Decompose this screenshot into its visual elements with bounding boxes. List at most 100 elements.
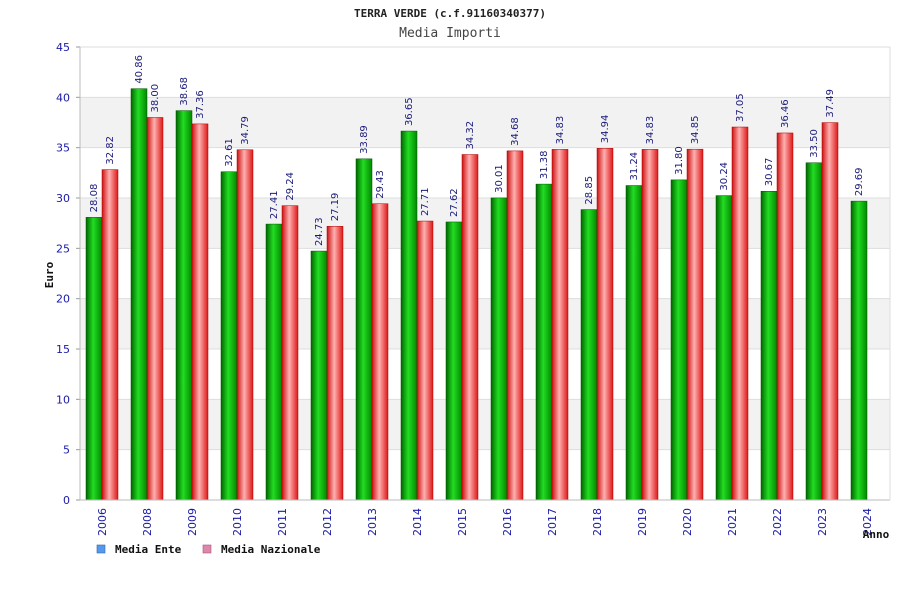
bar-media-ente-2008 <box>130 88 148 501</box>
grid-band <box>80 147 890 198</box>
data-label-media-ente-2020: 31.80 <box>674 146 685 175</box>
bar-media-nazionale-2014 <box>416 220 434 501</box>
data-label-media-ente-2018: 28.85 <box>584 176 595 205</box>
grid-band <box>80 97 890 148</box>
data-label-media-nazionale-2018: 34.94 <box>600 115 611 144</box>
data-label-media-nazionale-2022: 36.46 <box>780 99 791 128</box>
chart-subtitle: Media Importi <box>399 26 501 41</box>
x-tick-label: 2010 <box>231 508 244 536</box>
data-label-media-ente-2022: 30.67 <box>764 158 775 187</box>
bar-media-ente-2009 <box>175 110 193 501</box>
legend: Media Ente Media Nazionale <box>96 543 321 556</box>
bar-media-ente-2022 <box>760 191 778 501</box>
data-label-media-ente-2021: 30.24 <box>719 162 730 191</box>
bar-media-nazionale-2020 <box>686 148 704 501</box>
bar-media-ente-2010 <box>220 171 238 501</box>
data-label-media-ente-2014: 36.65 <box>404 97 415 126</box>
grid-band <box>80 248 890 299</box>
data-label-media-nazionale-2021: 37.05 <box>735 93 746 122</box>
y-tick-label: 5 <box>63 444 70 457</box>
bar-media-nazionale-2018 <box>596 148 614 501</box>
y-tick-label: 45 <box>56 41 70 54</box>
data-label-media-ente-2024: 29.69 <box>854 167 865 196</box>
legend-swatch-media-nazionale <box>202 544 212 554</box>
y-tick-label: 15 <box>56 343 70 356</box>
data-label-media-ente-2023: 33.50 <box>809 129 820 158</box>
data-label-media-ente-2011: 27.41 <box>269 190 280 219</box>
y-tick-labels: 0 5 10 15 20 25 30 35 40 45 <box>56 41 70 507</box>
x-tick-label: 2012 <box>321 508 334 536</box>
grid-band <box>80 399 890 450</box>
bar-media-ente-2017 <box>535 183 553 501</box>
x-tick-label: 2008 <box>141 508 154 536</box>
x-tick-label: 2017 <box>546 508 559 536</box>
data-label-media-nazionale-2014: 27.71 <box>420 187 431 216</box>
x-tick-label: 2024 <box>861 508 874 536</box>
y-tick-label: 35 <box>56 142 70 155</box>
y-axis-label: Euro <box>43 261 56 288</box>
bar-media-ente-2006 <box>85 217 103 501</box>
bar-media-ente-2015 <box>445 221 463 501</box>
bar-media-ente-2018 <box>580 209 598 501</box>
grid-band <box>80 349 890 400</box>
x-tick-label: 2016 <box>501 508 514 536</box>
y-tick-label: 30 <box>56 192 70 205</box>
data-label-media-nazionale-2011: 29.24 <box>285 172 296 201</box>
grid-band <box>80 449 890 500</box>
x-tick-label: 2006 <box>96 508 109 536</box>
bars <box>85 88 868 501</box>
bar-media-ente-2021 <box>715 195 733 501</box>
x-tick-label: 2013 <box>366 508 379 536</box>
bar-media-nazionale-2010 <box>236 149 254 501</box>
data-label-media-ente-2012: 24.73 <box>314 217 325 246</box>
bar-media-nazionale-2019 <box>641 149 659 501</box>
x-tick-label: 2020 <box>681 508 694 536</box>
x-tick-label: 2019 <box>636 508 649 536</box>
x-tick-label: 2015 <box>456 508 469 536</box>
data-label-media-ente-2008: 40.86 <box>134 55 145 84</box>
data-label-media-nazionale-2006: 32.82 <box>105 136 116 165</box>
bar-media-ente-2013 <box>355 158 373 501</box>
legend-label-media-ente: Media Ente <box>115 543 182 556</box>
y-tick-label: 20 <box>56 293 70 306</box>
data-label-media-nazionale-2010: 34.79 <box>240 116 251 145</box>
y-tick-label: 0 <box>63 494 70 507</box>
data-label-media-nazionale-2015: 34.32 <box>465 121 476 150</box>
bar-media-nazionale-2008 <box>146 117 164 501</box>
data-label-media-ente-2017: 31.38 <box>539 150 550 179</box>
legend-swatch-media-ente <box>96 544 106 554</box>
grid-band <box>80 198 890 249</box>
x-tick-label: 2023 <box>816 508 829 536</box>
bar-media-nazionale-2015 <box>461 154 479 501</box>
data-labels: 28.08 32.82 40.86 38.00 38.68 37.36 32.61 34.79… <box>89 55 865 246</box>
data-label-media-nazionale-2013: 29.43 <box>375 170 386 199</box>
bar-media-nazionale-2021 <box>731 126 749 501</box>
x-tick-label: 2021 <box>726 508 739 536</box>
data-label-media-nazionale-2020: 34.85 <box>690 116 701 145</box>
bar-media-ente-2020 <box>670 179 688 501</box>
bar-media-ente-2023 <box>805 162 823 501</box>
bar-media-nazionale-2006 <box>101 169 119 501</box>
bar-media-nazionale-2009 <box>191 123 209 501</box>
x-tick-label: 2018 <box>591 508 604 536</box>
data-label-media-nazionale-2019: 34.83 <box>645 116 656 145</box>
bar-media-ente-2024 <box>850 200 868 501</box>
data-label-media-nazionale-2012: 27.19 <box>330 193 341 222</box>
data-label-media-ente-2009: 38.68 <box>179 77 190 106</box>
data-label-media-nazionale-2008: 38.00 <box>150 84 161 113</box>
bar-media-nazionale-2012 <box>326 226 344 501</box>
data-label-media-ente-2006: 28.08 <box>89 184 100 213</box>
data-label-media-ente-2019: 31.24 <box>629 152 640 181</box>
y-tick-label: 25 <box>56 242 70 255</box>
legend-label-media-nazionale: Media Nazionale <box>221 543 321 556</box>
x-tick-label: 2009 <box>186 508 199 536</box>
gridlines <box>76 46 890 501</box>
data-label-media-nazionale-2017: 34.83 <box>555 116 566 145</box>
bar-media-nazionale-2013 <box>371 203 389 501</box>
bar-media-ente-2012 <box>310 250 328 501</box>
data-label-media-ente-2013: 33.89 <box>359 125 370 154</box>
bar-media-nazionale-2023 <box>821 122 839 501</box>
x-tick-labels: 2006 2008 2009 2010 2011 2012 2013 2014 2015 2016… <box>96 508 874 536</box>
